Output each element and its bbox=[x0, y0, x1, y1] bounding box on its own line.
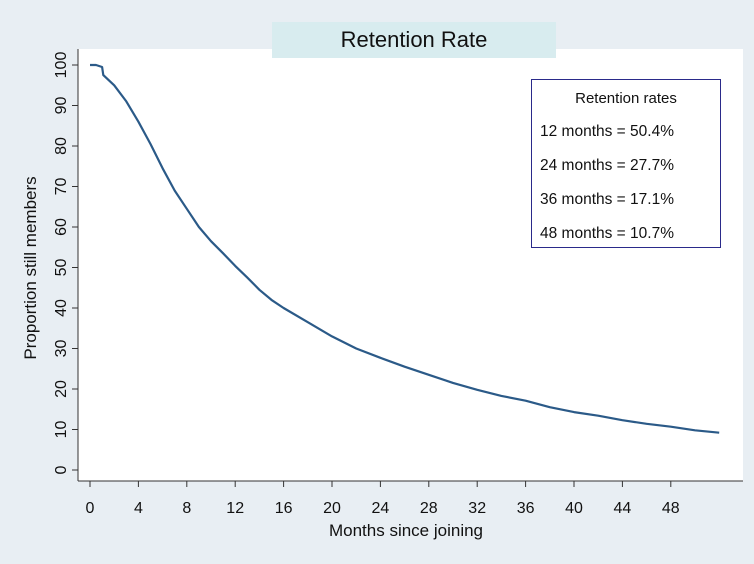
y-tick-label: 80 bbox=[53, 137, 70, 155]
x-tick-label: 16 bbox=[275, 500, 293, 517]
legend: Retention rates 12 months = 50.4% 24 mon… bbox=[531, 79, 721, 248]
chart-title: Retention Rate bbox=[272, 22, 556, 58]
legend-title: Retention rates bbox=[575, 90, 677, 107]
series-group bbox=[90, 63, 720, 434]
x-tick-label: 28 bbox=[420, 500, 438, 517]
legend-entry: 24 months = 27.7% bbox=[540, 157, 674, 174]
y-tick-label: 20 bbox=[53, 380, 70, 398]
x-tick-label: 20 bbox=[323, 500, 341, 517]
x-tick-label: 24 bbox=[372, 500, 390, 517]
legend-entry: 36 months = 17.1% bbox=[540, 191, 674, 208]
x-tick-label: 40 bbox=[565, 500, 583, 517]
y-tick-label: 100 bbox=[53, 52, 70, 79]
y-tick-label: 60 bbox=[53, 218, 70, 236]
series-line bbox=[90, 63, 720, 434]
y-tick-label: 30 bbox=[53, 340, 70, 358]
x-tick-label: 8 bbox=[182, 500, 191, 517]
y-tick-label: 90 bbox=[53, 97, 70, 115]
legend-entry: 48 months = 10.7% bbox=[540, 225, 674, 242]
x-tick-label: 36 bbox=[517, 500, 535, 517]
x-tick-label: 4 bbox=[134, 500, 143, 517]
y-tick-label: 50 bbox=[53, 259, 70, 277]
y-tick-label: 0 bbox=[53, 465, 70, 474]
x-tick-label: 0 bbox=[86, 500, 95, 517]
y-tick-label: 40 bbox=[53, 299, 70, 317]
x-tick-label: 48 bbox=[662, 500, 680, 517]
y-tick-label: 10 bbox=[53, 421, 70, 439]
x-axis-label: Months since joining bbox=[329, 521, 483, 540]
legend-entry: 12 months = 50.4% bbox=[540, 123, 674, 140]
x-tick-label: 12 bbox=[226, 500, 244, 517]
y-tick-label: 70 bbox=[53, 178, 70, 196]
x-tick-label: 32 bbox=[468, 500, 486, 517]
y-axis-label: Proportion still members bbox=[21, 176, 40, 359]
x-tick-label: 44 bbox=[614, 500, 632, 517]
